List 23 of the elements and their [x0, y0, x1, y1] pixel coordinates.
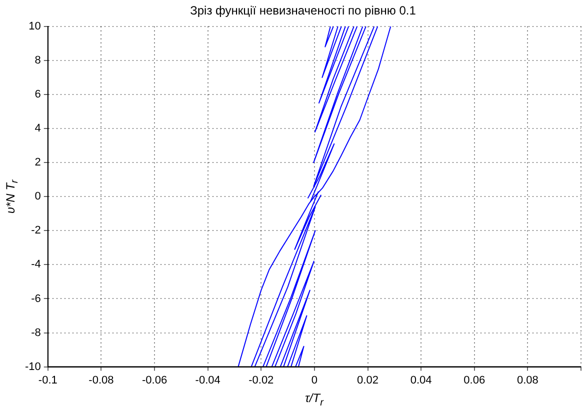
y-tick-label: 0 — [34, 190, 41, 203]
x-tick-label: -0.04 — [195, 374, 220, 386]
chart-title: Зріз функції невизначеності по рівню 0.1 — [190, 4, 416, 18]
x-axis-title: τ/T$_{r}$ — [304, 390, 324, 408]
x-tick-label: 0 — [311, 374, 318, 386]
y-tick-label: 10 — [28, 20, 41, 32]
x-tick-label: -0.1 — [38, 374, 58, 386]
y-tick-label: 2 — [34, 156, 41, 169]
y-tick-label: 6 — [34, 88, 41, 101]
x-tick-label: -0.08 — [88, 374, 114, 386]
x-tick-label: 0.06 — [464, 374, 486, 386]
y-tick-label: -6 — [31, 292, 41, 305]
x-tick-label: 0.02 — [357, 374, 378, 386]
y-tick-label: -2 — [31, 224, 41, 237]
x-tick-label: 0.08 — [516, 374, 538, 386]
x-tick-label: 0.04 — [410, 374, 432, 386]
x-tick-label: -0.02 — [248, 374, 274, 386]
y-tick-label: 4 — [34, 122, 41, 135]
y-tick-label: -4 — [31, 258, 41, 271]
x-tick-label: -0.06 — [142, 374, 168, 386]
y-tick-label: 8 — [34, 54, 41, 66]
y-tick-label: -8 — [31, 326, 41, 339]
y-tick-label: -10 — [24, 360, 41, 373]
